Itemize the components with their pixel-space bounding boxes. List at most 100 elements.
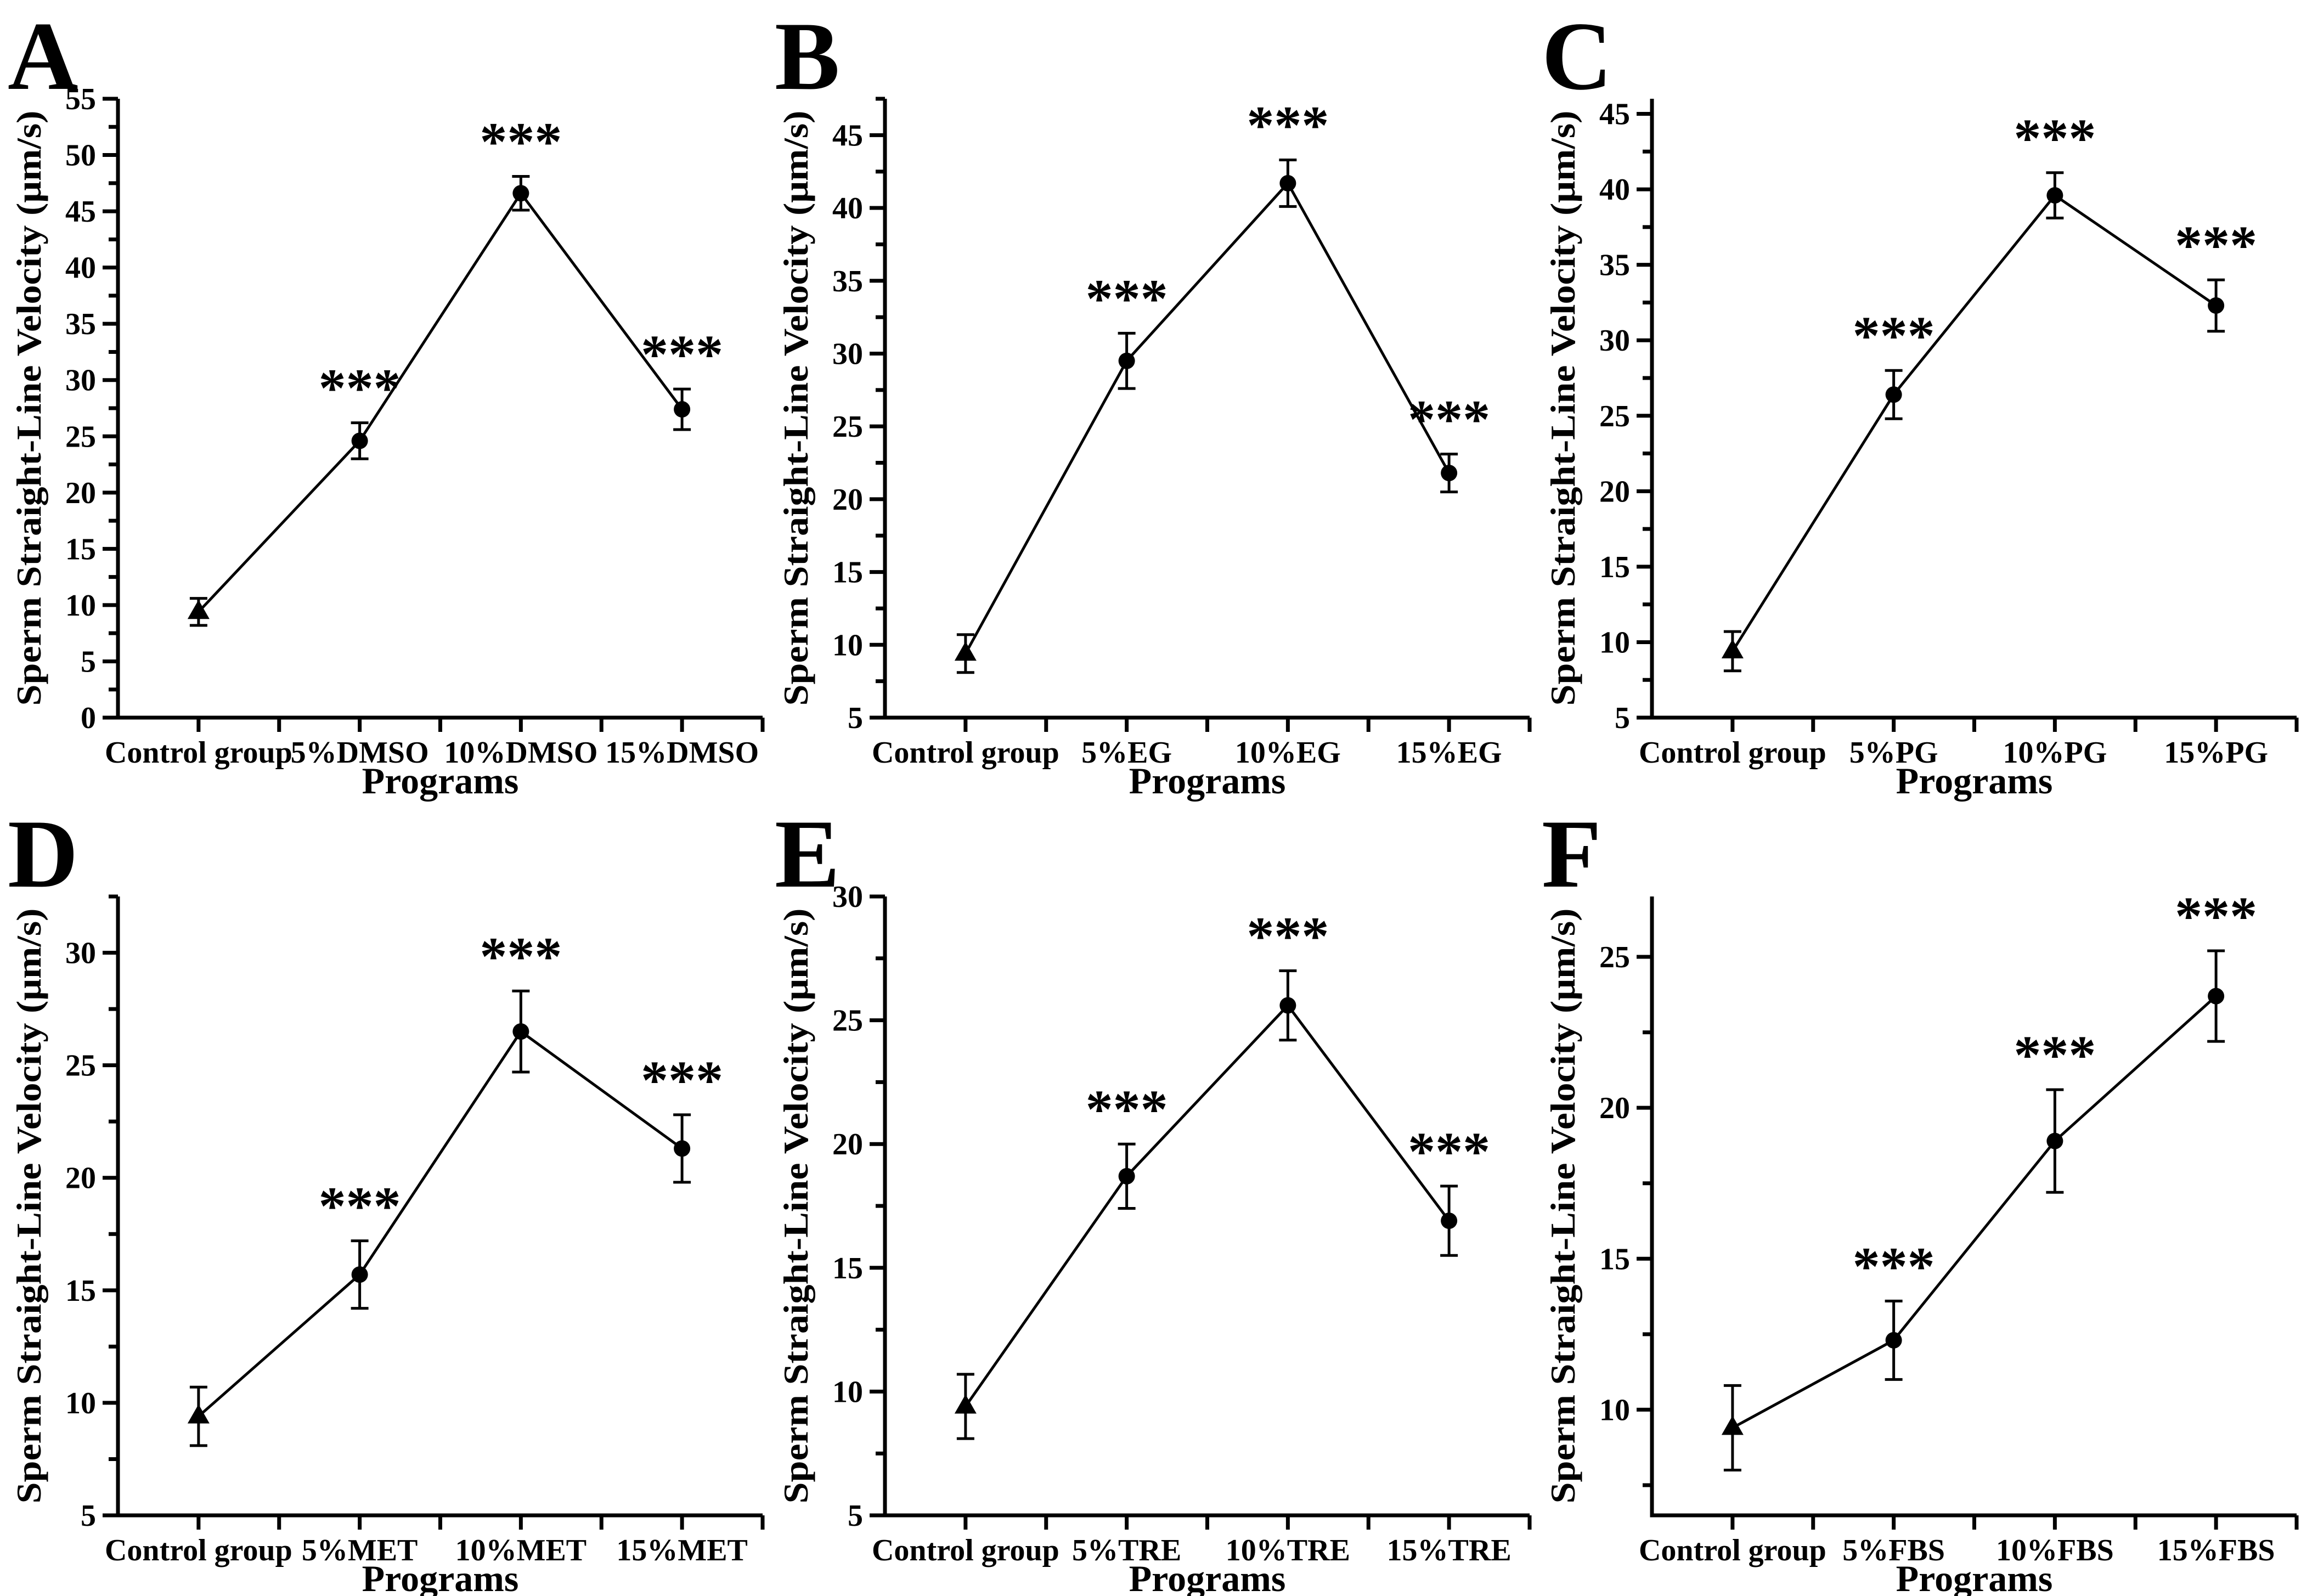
y-tick-label: 25 xyxy=(1599,940,1630,974)
x-tick-label: 5%EG xyxy=(1081,736,1172,770)
significance-label: *** xyxy=(319,1176,401,1237)
y-tick-label: 10 xyxy=(1599,625,1630,659)
data-point-circle-marker xyxy=(1441,465,1458,482)
data-point-triangle-marker xyxy=(187,1404,210,1424)
y-tick-label: 0 xyxy=(81,701,96,735)
y-tick-label: 20 xyxy=(832,483,863,517)
data-point-triangle-marker xyxy=(954,641,977,661)
significance-label: *** xyxy=(2175,215,2257,275)
y-tick-label: 20 xyxy=(1599,1091,1630,1125)
significance-label: *** xyxy=(1247,905,1329,966)
y-tick-label: 30 xyxy=(1599,324,1630,358)
significance-label: *** xyxy=(1086,268,1168,329)
panel-letter: B xyxy=(775,2,840,110)
y-axis-title: Sperm Straight-Line Velocity (μm/s) xyxy=(776,111,815,706)
y-tick-label: 15 xyxy=(65,532,96,566)
y-tick-label: 15 xyxy=(832,1251,863,1285)
y-tick-label: 20 xyxy=(1599,475,1630,509)
y-tick-label: 5 xyxy=(848,1499,863,1533)
chart-d: D 5 10 15 20 25 30 Control group 5%MET 10%MET 15%M… xyxy=(8,799,765,1596)
y-tick-label: 30 xyxy=(832,337,863,371)
significance-label: *** xyxy=(319,358,401,419)
series-line xyxy=(964,181,1451,655)
y-tick-label: 20 xyxy=(65,1161,96,1195)
chart-a: A 0 5 10 15 20 25 30 35 40 45 50 55 Control group5%DM… xyxy=(8,2,765,802)
x-tick-label: Control group xyxy=(105,736,292,770)
y-tick-label: 40 xyxy=(1599,173,1630,207)
y-tick-label: 25 xyxy=(65,1049,96,1083)
data-point-circle-marker xyxy=(351,1266,368,1283)
x-tick-label: 15%MET xyxy=(616,1533,748,1567)
panel-letter: F xyxy=(1542,799,1601,908)
y-tick-label: 15 xyxy=(832,556,863,590)
data-point-triangle-marker xyxy=(187,600,210,619)
significance-label: *** xyxy=(480,111,562,172)
x-tick-label: 15%TRE xyxy=(1387,1533,1512,1567)
significance-label: *** xyxy=(641,324,723,385)
y-tick-label: 30 xyxy=(65,937,96,971)
data-point-circle-marker xyxy=(674,1140,691,1157)
x-axis-title: Programs xyxy=(362,1558,519,1596)
y-tick-label: 35 xyxy=(1599,249,1630,283)
y-tick-label: 45 xyxy=(1599,98,1630,132)
panel-f: F 10 15 20 25 Control group 5%FBS 10%FBS 15%FBS S… xyxy=(1534,798,2301,1596)
data-point-circle-marker xyxy=(1118,352,1135,369)
x-tick-label: Control group xyxy=(105,1533,292,1567)
y-tick-label: 5 xyxy=(848,701,863,735)
series-line xyxy=(964,1003,1451,1407)
data-point-circle-marker xyxy=(1279,174,1296,191)
x-axis-title: Programs xyxy=(1896,760,2053,802)
y-tick-label: 15 xyxy=(1599,1242,1630,1276)
y-tick-label: 45 xyxy=(832,119,863,153)
panel-b: B 5 10 15 20 25 30 35 40 45 Control group 5%EG 10%EG… xyxy=(767,0,1534,802)
significance-label: *** xyxy=(480,926,562,986)
chart-b: B 5 10 15 20 25 30 35 40 45 Control group 5%EG 10%EG… xyxy=(775,2,1532,802)
x-tick-label: 5%DMSO xyxy=(291,736,429,770)
x-tick-label: 15%FBS xyxy=(2157,1533,2275,1567)
y-axis-title: Sperm Straight-Line Velocity (μm/s) xyxy=(9,909,48,1504)
x-tick-label: 5%MET xyxy=(302,1533,418,1567)
chart-f: F 10 15 20 25 Control group 5%FBS 10%FBS 15%FBS S… xyxy=(1542,799,2299,1596)
data-point-circle-marker xyxy=(512,1023,529,1040)
panel-letter: A xyxy=(8,2,78,110)
significance-label: *** xyxy=(2014,108,2096,168)
significance-label: *** xyxy=(1853,1236,1935,1296)
x-axis-title: Programs xyxy=(1896,1558,2053,1596)
significance-label: *** xyxy=(2175,886,2257,946)
data-point-triangle-marker xyxy=(954,1394,977,1414)
panel-letter: D xyxy=(8,799,78,908)
series-line xyxy=(198,190,684,613)
x-tick-label: 15%DMSO xyxy=(605,736,759,770)
y-tick-label: 35 xyxy=(832,264,863,298)
y-tick-label: 25 xyxy=(1599,399,1630,433)
chart-c: C 5 10 15 20 25 30 35 40 45 Control group 5%PG 10%PG… xyxy=(1542,2,2299,802)
y-tick-label: 20 xyxy=(832,1127,863,1161)
y-tick-label: 15 xyxy=(1599,550,1630,584)
y-tick-label: 55 xyxy=(65,82,96,116)
data-point-circle-marker xyxy=(674,401,691,418)
data-point-circle-marker xyxy=(1118,1168,1135,1185)
y-tick-label: 30 xyxy=(832,880,863,914)
panel-a: A 0 5 10 15 20 25 30 35 40 45 50 55 Control group 5%DM… xyxy=(0,0,767,802)
y-tick-label: 25 xyxy=(65,420,96,454)
significance-label: *** xyxy=(1408,1121,1490,1182)
data-point-circle-marker xyxy=(512,185,529,202)
x-tick-label: 15%PG xyxy=(2164,736,2268,770)
chart-e: E 5 10 15 20 25 30 Control group 5%TRE 10%TRE 15%T… xyxy=(775,799,1532,1596)
significance-label: *** xyxy=(1408,389,1490,450)
x-tick-label: 15%EG xyxy=(1396,736,1502,770)
y-axis-title: Sperm Straight-Line Velocity (μm/s) xyxy=(776,909,815,1504)
significance-label: *** xyxy=(1853,305,1935,366)
x-tick-label: 5%TRE xyxy=(1072,1533,1181,1567)
y-tick-label: 30 xyxy=(65,364,96,398)
y-tick-label: 10 xyxy=(832,1375,863,1409)
significance-label: *** xyxy=(2014,1024,2096,1085)
data-point-triangle-marker xyxy=(1721,1415,1744,1435)
y-tick-label: 5 xyxy=(1615,701,1630,735)
y-tick-label: 40 xyxy=(832,191,863,225)
y-tick-label: 15 xyxy=(65,1274,96,1308)
x-axis-title: Programs xyxy=(1129,760,1286,802)
significance-label: *** xyxy=(641,1050,723,1110)
data-point-circle-marker xyxy=(1885,1332,1902,1349)
data-point-circle-marker xyxy=(1279,997,1296,1014)
